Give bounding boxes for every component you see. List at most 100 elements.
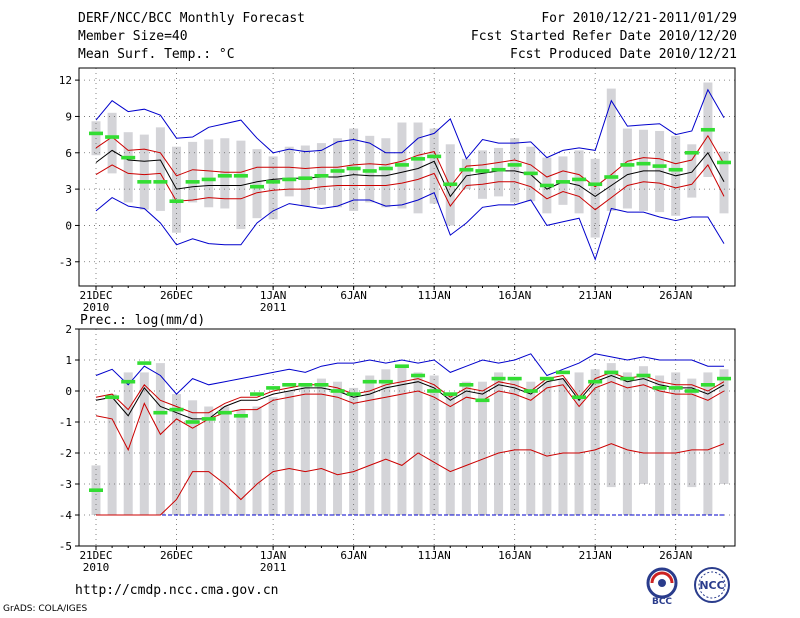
temp-observed-marker [411,157,426,161]
temp-ensemble-box [155,127,165,211]
prec-max-envelope-line [95,353,724,395]
temp-observed-marker [330,169,345,173]
prec-observed-marker [604,370,619,375]
prec-ensemble-box [268,397,278,515]
prec-ensemble-box [590,369,600,515]
temp-observed-marker [233,173,248,178]
temp-y-tick-label: -3 [59,256,72,269]
prec-observed-marker [443,392,458,396]
prec-x-tick-year: 2011 [260,561,287,574]
temp-observed-marker [250,184,265,189]
temp-ensemble-mean-line [95,149,725,198]
prec-observed-marker [411,373,426,378]
temp-ensemble-box [510,138,520,203]
prec-ensemble-mean-line [95,374,725,420]
prec-observed-marker [89,488,103,492]
prec-ensemble-box [123,372,133,515]
prec-x-tick-label: 6JAN [340,549,367,562]
temp-ensemble-box [139,134,149,210]
temp-x-tick-label: 21DEC [79,289,112,302]
temp-observed-marker [443,182,458,187]
prec-ensemble-box [397,366,407,515]
temp-ensemble-box [268,156,278,220]
prec-observed-marker [555,370,570,375]
prec-observed-marker [330,389,345,393]
prec-ensemble-box [687,378,697,488]
prec-ensemble-box [606,363,616,488]
prec-ensemble-box [526,381,536,515]
prec-x-tick-label: 26DEC [160,549,193,562]
prec-ensemble-box [300,384,310,515]
prec-observed-marker [572,395,587,399]
prec-observed-marker [346,392,361,396]
prec-ensemble-box [188,400,198,515]
prec-ensemble-box [719,369,729,484]
prec-y-tick-label: -1 [59,416,72,429]
prec-observed-marker [250,392,265,396]
temp-observed-marker [105,135,120,139]
prec-ensemble-box [622,372,632,515]
prec-lower-spread-line [95,381,725,452]
prec-x-tick-label: 26JAN [659,549,692,562]
prec-ensemble-box [107,394,117,515]
temp-ensemble-box [220,138,230,209]
footer-url[interactable]: http://cmdp.ncc.cma.gov.cn [75,583,279,598]
prec-ensemble-box [139,372,149,515]
temp-observed-marker [362,169,377,173]
temp-ensemble-box [300,145,310,207]
temp-x-tick-label: 6JAN [340,289,367,302]
ncc-logo-text: NCC [699,579,724,592]
prec-ensemble-box [365,375,375,515]
chart-title: DERF/NCC/BCC Monthly Forecast [78,11,305,26]
temp-y-tick-label: 0 [65,219,72,232]
prec-ensemble-box [220,406,230,515]
temp-y-tick-label: 6 [65,147,72,160]
temp-x-tick-label: 21JAN [579,289,612,302]
prec-x-tick-label: 1JAN [260,549,287,562]
temp-ensemble-box [204,139,214,208]
prec-ensemble-box [155,363,165,515]
temp-ensemble-box [719,151,729,214]
prec-observed-marker [427,389,442,393]
temp-observed-marker [539,183,554,188]
temp-observed-marker [475,169,490,173]
temp-x-tick-label: 26JAN [659,289,692,302]
prec-observed-marker [475,398,490,403]
prec-ensemble-box [316,378,326,515]
prec-observed-marker [105,395,120,399]
temp-ensemble-box [655,130,665,213]
prec-y-tick-label: 0 [65,385,72,398]
temp-ensemble-box [413,122,423,214]
prec-observed-marker [233,414,248,418]
temp-ensemble-box [461,158,471,190]
temp-ensemble-box [365,135,375,203]
temp-observed-marker [491,167,506,172]
temp-ensemble-box [316,143,326,205]
prec-ensemble-box [333,381,343,515]
temp-ensemble-box [284,146,294,197]
prec-observed-marker [717,376,731,381]
temp-observed-marker [314,173,329,178]
prec-ensemble-box [477,381,487,515]
prec-y-tick-label: 1 [65,354,72,367]
prec-x-tick-label: 16JAN [498,549,531,562]
prec-observed-marker [684,389,699,393]
prec-observed-marker [137,361,152,365]
temp-observed-marker [169,199,184,204]
prec-ensemble-box [671,372,681,515]
prec-observed-marker [121,379,136,384]
prec-y-tick-label: -5 [59,540,72,553]
temp-observed-marker [668,167,683,172]
prec-ensemble-box [204,406,214,515]
temp-y-tick-label: 12 [59,74,72,87]
temp-x-tick-label: 16JAN [498,289,531,302]
temp-y-tick-label: 9 [65,110,72,123]
prec-observed-marker [282,383,297,387]
temp-observed-marker [717,160,731,165]
temp-ensemble-box [687,144,697,198]
temp-ensemble-box [172,146,182,233]
temp-observed-marker [378,166,393,171]
prec-x-tick-label: 21DEC [79,549,112,562]
prec-ensemble-box [236,409,246,515]
